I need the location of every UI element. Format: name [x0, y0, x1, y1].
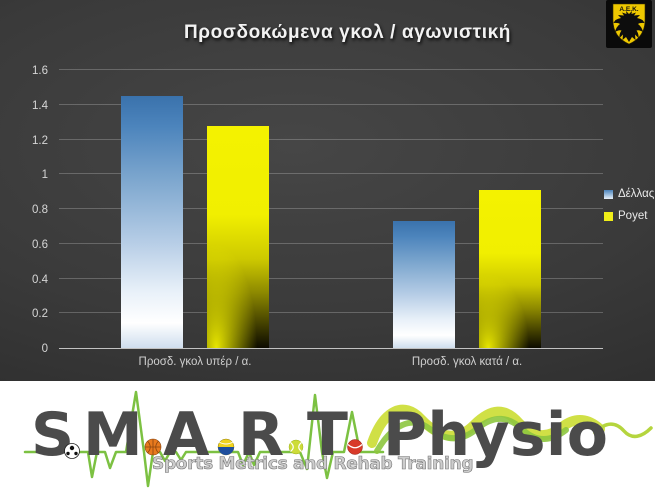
- chart-legend: Δέλλας Poyet: [604, 188, 654, 222]
- bar-series-0-cat-1: [393, 221, 455, 348]
- legend-swatch-icon: [604, 211, 613, 221]
- y-axis-tick-label: 1.2: [32, 134, 48, 147]
- x-axis-category-label: Προσδ. γκολ κατά / α.: [411, 356, 523, 368]
- brand-letter-s: S: [31, 400, 74, 470]
- y-axis-tick-label: 0.2: [32, 308, 48, 321]
- volleyball-icon: [217, 438, 235, 456]
- aek-club-badge: Α.Ε.Κ.: [606, 0, 652, 48]
- y-gridline: [59, 242, 603, 244]
- y-gridline: [59, 69, 603, 70]
- y-gridline: [59, 277, 603, 279]
- y-gridline: [59, 208, 603, 209]
- y-axis-labels: 0 0.2 0.4 0.6 0.8 1 1.2 1.4 1.6: [0, 65, 50, 355]
- legend-item-1: Poyet: [604, 210, 654, 222]
- x-axis-line: [59, 348, 603, 349]
- y-gridline: [59, 138, 603, 140]
- y-axis-tick-label: 1: [41, 169, 48, 182]
- brand-letter-m: M: [83, 400, 143, 470]
- tennis-ball-icon: [288, 439, 304, 455]
- y-axis-tick-label: 1.4: [32, 99, 48, 112]
- brand-tagline: Sports Metrics and Rehab Training: [152, 454, 474, 474]
- y-axis-tick-label: 1.6: [32, 65, 48, 77]
- y-gridline: [59, 312, 603, 314]
- ribbon-tail-icon: [593, 422, 653, 439]
- bar-series-0-cat-0: [121, 96, 183, 348]
- double-headed-eagle-icon: [613, 11, 645, 42]
- y-axis-tick-label: 0: [41, 343, 48, 355]
- soccer-ball-icon: [64, 443, 80, 459]
- x-axis-category-label: Προσδ. γκολ υπέρ / α.: [138, 356, 252, 368]
- y-axis-tick-label: 0.8: [32, 204, 48, 216]
- brand-letter-a: A: [163, 400, 210, 470]
- plot-area: [59, 69, 603, 348]
- aek-initials: Α.Ε.Κ.: [619, 6, 638, 13]
- legend-item-0: Δέλλας: [604, 188, 654, 200]
- brand-letter-r: R: [238, 400, 284, 470]
- bar-series-1-cat-0: [207, 125, 269, 348]
- bar-series-1-cat-1: [479, 189, 541, 348]
- ribbon-wave-icon: [374, 415, 569, 454]
- ekg-heartbeat-icon: [23, 390, 385, 488]
- legend-label: Poyet: [618, 210, 648, 222]
- chart-title: Προσδοκώμενα γκολ / αγωνιστική: [183, 22, 512, 43]
- brand-word-physio: Physio: [383, 400, 608, 470]
- legend-swatch-icon: [604, 189, 613, 199]
- y-axis-tick-label: 0.4: [32, 273, 48, 286]
- ribbon-wave-icon: [367, 404, 605, 448]
- y-gridline: [59, 103, 603, 105]
- y-gridline: [59, 173, 603, 175]
- cricket-ball-icon: [347, 439, 363, 455]
- y-axis-tick-label: 0.6: [32, 238, 48, 251]
- basketball-icon: [144, 438, 162, 456]
- brand-letter-t: T: [307, 400, 348, 470]
- smart-physio-logo: S M A R T Physio: [0, 381, 655, 494]
- legend-label: Δέλλας: [618, 188, 655, 200]
